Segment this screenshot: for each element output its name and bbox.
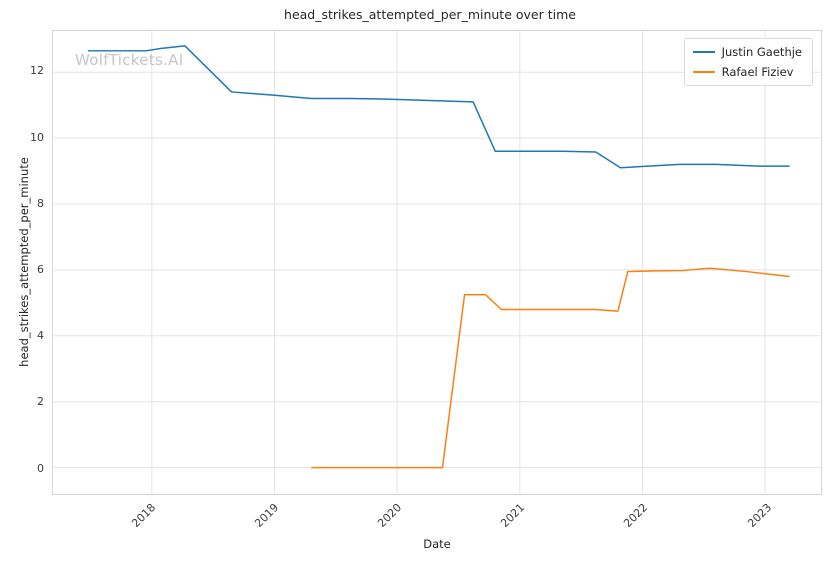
y-tick-label: 2 bbox=[37, 395, 44, 409]
watermark: WolfTickets.AI bbox=[75, 51, 184, 69]
y-tick-label: 0 bbox=[37, 461, 44, 475]
legend-entry-rafael-fiziev: Rafael Fiziev bbox=[692, 65, 802, 79]
y-tick-label: 4 bbox=[37, 329, 44, 343]
legend-line-swatch-blue bbox=[692, 51, 715, 53]
y-tick-label: 6 bbox=[37, 262, 44, 276]
legend-line-swatch-orange bbox=[692, 71, 715, 73]
legend-entry-justin-gaethje: Justin Gaethje bbox=[692, 45, 802, 59]
chart-canvas bbox=[53, 31, 821, 494]
legend-label: Justin Gaethje bbox=[721, 45, 802, 59]
y-tick-label: 12 bbox=[30, 64, 44, 78]
legend-label: Rafael Fiziev bbox=[721, 65, 794, 79]
chart-title: head_strikes_attempted_per_minute over t… bbox=[284, 7, 576, 22]
x-axis-label: Date bbox=[423, 537, 451, 551]
y-tick-label: 10 bbox=[30, 130, 44, 144]
y-tick-label: 8 bbox=[37, 196, 44, 210]
legend: Justin Gaethje Rafael Fiziev bbox=[683, 38, 813, 86]
plot-area: WolfTickets.AI Justin Gaethje Rafael Fiz… bbox=[52, 30, 822, 495]
